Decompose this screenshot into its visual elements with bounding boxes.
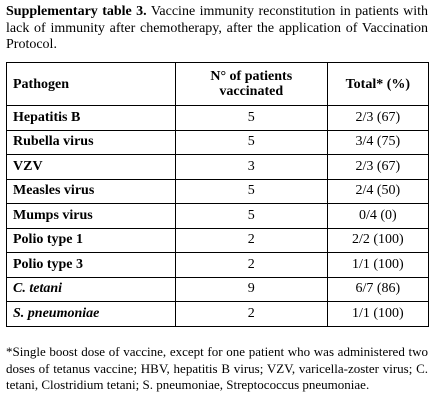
table-cell: Hepatitis B [6,105,176,131]
header-cell: N° of patients vaccinated [174,62,328,106]
table-cell: 2/3 (67) [326,105,430,131]
table-cell: S. pneumoniae [6,301,176,327]
footnote: *Single boost dose of vaccine, except fo… [6,344,428,392]
table-cell: VZV [6,154,176,180]
header-row: Pathogen N° of patients vaccinated Total* … [6,62,430,106]
table-cell: Polio type 3 [6,252,176,278]
table-cell: Mumps virus [6,203,176,229]
table-row: Polio type 3 2 1/1 (100) [6,252,430,278]
table-cell: C. tetani [6,276,176,302]
table-cell: 5 [174,129,328,155]
table-row: Rubella virus 5 3/4 (75) [6,129,430,155]
table-body: Hepatitis B 5 2/3 (67) Rubella virus 5 3/4 (7… [6,105,430,327]
table-cell: Rubella virus [6,129,176,155]
caption-label: Supplementary table 3. [6,4,147,19]
table-cell: 1/1 (100) [326,252,430,278]
table-row: VZV 3 2/3 (67) [6,154,430,180]
table-cell: Measles virus [6,178,176,204]
table-cell: 5 [174,178,328,204]
table-cell: 5 [174,203,328,229]
table-row: Measles virus 5 2/4 (50) [6,178,430,204]
header-cell: Total* (%) [326,62,430,106]
table-cell: 3/4 (75) [326,129,430,155]
table-cell: Polio type 1 [6,227,176,253]
table: Pathogen N° of patients vaccinated Total* … [6,62,430,327]
table-row: S. pneumoniae 2 1/1 (100) [6,301,430,327]
table-cell: 2/2 (100) [326,227,430,253]
table-cell: 3 [174,154,328,180]
table-cell: 5 [174,105,328,131]
table-row: C. tetani 9 6/7 (86) [6,276,430,302]
table-row: Hepatitis B 5 2/3 (67) [6,105,430,131]
table-cell: 2/3 (67) [326,154,430,180]
table-cell: 9 [174,276,328,302]
table-cell: 0/4 (0) [326,203,430,229]
table-cell: 1/1 (100) [326,301,430,327]
table-cell: 2 [174,301,328,327]
caption: Supplementary table 3. Vaccine immunity … [6,4,428,54]
table-row: Polio type 1 2 2/2 (100) [6,227,430,253]
caption-text: Vaccine immunity reconstitution in patie… [6,4,429,52]
header-cell: Pathogen [6,62,176,106]
table-cell: 2/4 (50) [326,178,430,204]
table-cell: 6/7 (86) [326,276,430,302]
table-row: Mumps virus 5 0/4 (0) [6,203,430,229]
table-cell: 2 [174,227,328,253]
table-cell: 2 [174,252,328,278]
